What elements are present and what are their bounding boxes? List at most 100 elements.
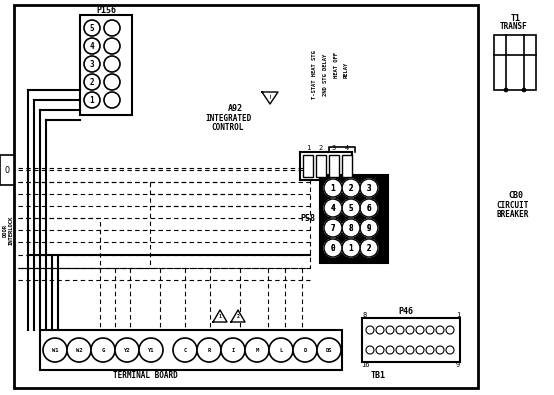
Text: M: M	[255, 348, 259, 352]
Text: Y1: Y1	[148, 348, 154, 352]
Circle shape	[317, 338, 341, 362]
Bar	[300, 152, 352, 180]
Bar	[342, 155, 352, 177]
Text: 2: 2	[237, 314, 239, 318]
Bar	[316, 155, 326, 177]
Circle shape	[269, 338, 293, 362]
Bar	[329, 155, 339, 177]
Circle shape	[406, 326, 414, 334]
Circle shape	[293, 338, 317, 362]
Circle shape	[84, 56, 100, 72]
Bar	[303, 155, 313, 177]
Circle shape	[324, 219, 342, 237]
Text: 16: 16	[361, 362, 370, 368]
Text: CIRCUIT: CIRCUIT	[497, 201, 529, 209]
Circle shape	[173, 338, 197, 362]
Bar	[0, 155, 14, 185]
Circle shape	[84, 38, 100, 54]
Text: 8: 8	[348, 224, 353, 233]
Text: 9: 9	[367, 224, 371, 233]
Circle shape	[324, 239, 342, 257]
Text: G: G	[101, 348, 105, 352]
Circle shape	[366, 346, 374, 354]
Text: 1: 1	[219, 314, 222, 318]
Text: 5: 5	[348, 203, 353, 213]
Text: I: I	[232, 348, 235, 352]
Circle shape	[84, 74, 100, 90]
Circle shape	[91, 338, 115, 362]
Text: D: D	[304, 348, 306, 352]
Text: W1: W1	[52, 348, 58, 352]
Circle shape	[416, 326, 424, 334]
Circle shape	[324, 199, 342, 217]
Text: 3: 3	[90, 60, 94, 68]
Circle shape	[139, 338, 163, 362]
Circle shape	[446, 346, 454, 354]
Text: 1: 1	[90, 96, 94, 105]
Text: 9: 9	[456, 362, 460, 368]
Text: 1: 1	[348, 243, 353, 252]
Bar	[320, 175, 388, 263]
Text: 4: 4	[331, 203, 335, 213]
Text: 0: 0	[331, 243, 335, 252]
Text: CONTROL: CONTROL	[212, 122, 244, 132]
Text: 2: 2	[90, 77, 94, 87]
Bar	[40, 330, 342, 370]
Text: DOOR
INTERLOCK: DOOR INTERLOCK	[3, 215, 13, 245]
Text: P46: P46	[398, 307, 413, 316]
Text: 7: 7	[331, 224, 335, 233]
Text: 4: 4	[345, 145, 349, 151]
Polygon shape	[262, 92, 278, 104]
Text: 2: 2	[348, 184, 353, 192]
Text: 8: 8	[363, 312, 367, 318]
Circle shape	[360, 179, 378, 197]
Text: T-STAT HEAT STG: T-STAT HEAT STG	[312, 51, 317, 100]
Circle shape	[386, 346, 394, 354]
Circle shape	[324, 199, 342, 217]
Circle shape	[386, 326, 394, 334]
Circle shape	[376, 346, 384, 354]
Circle shape	[360, 239, 378, 257]
Bar	[14, 5, 478, 388]
Bar	[494, 35, 536, 90]
Text: CB0: CB0	[509, 190, 524, 199]
Circle shape	[360, 219, 378, 237]
Circle shape	[522, 88, 526, 92]
Text: 0: 0	[331, 243, 335, 252]
Circle shape	[396, 346, 404, 354]
Text: 5: 5	[90, 23, 94, 32]
Text: 2: 2	[367, 243, 371, 252]
Circle shape	[104, 74, 120, 90]
Text: HEAT OFF: HEAT OFF	[334, 52, 339, 78]
Circle shape	[360, 179, 378, 197]
Circle shape	[342, 179, 360, 197]
Circle shape	[436, 346, 444, 354]
Circle shape	[342, 239, 360, 257]
Text: 2: 2	[348, 184, 353, 192]
Text: P58: P58	[300, 214, 315, 222]
Circle shape	[104, 20, 120, 36]
Text: 7: 7	[331, 224, 335, 233]
Circle shape	[342, 199, 360, 217]
Circle shape	[342, 239, 360, 257]
Circle shape	[104, 38, 120, 54]
Text: P156: P156	[96, 6, 116, 15]
Circle shape	[360, 199, 378, 217]
Text: BREAKER: BREAKER	[497, 209, 529, 218]
Text: !: !	[268, 94, 271, 100]
Circle shape	[416, 346, 424, 354]
Text: 2: 2	[319, 145, 323, 151]
Text: RELAY: RELAY	[344, 62, 349, 78]
Text: INTEGRATED: INTEGRATED	[205, 113, 251, 122]
Bar	[362, 318, 460, 362]
Text: 3: 3	[367, 184, 371, 192]
Circle shape	[84, 92, 100, 108]
Polygon shape	[231, 310, 245, 322]
Circle shape	[426, 326, 434, 334]
Circle shape	[406, 346, 414, 354]
Text: 1: 1	[331, 184, 335, 192]
Text: 2ND STG DELAY: 2ND STG DELAY	[323, 54, 328, 96]
Text: 1: 1	[456, 312, 460, 318]
Circle shape	[324, 219, 342, 237]
Text: A92: A92	[228, 103, 243, 113]
